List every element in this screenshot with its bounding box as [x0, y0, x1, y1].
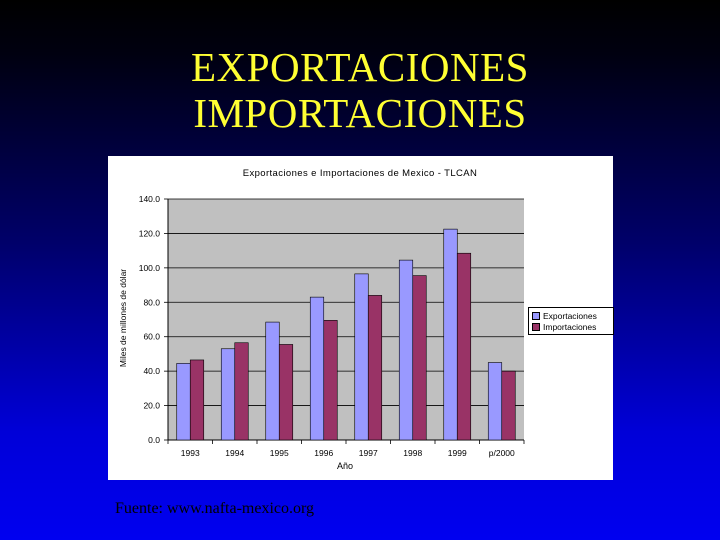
chart-title: Exportaciones e Importaciones de Mexico … — [243, 168, 478, 179]
y-tick-label: 80.0 — [143, 297, 160, 307]
x-tick-label: 1999 — [448, 448, 467, 458]
x-tick-label: 1994 — [225, 448, 244, 458]
bar-importaciones — [367, 295, 383, 441]
chart-legend: Exportaciones Importaciones — [528, 307, 614, 335]
y-tick-label: 100.0 — [139, 263, 161, 273]
y-tick-label: 140.0 — [139, 194, 161, 204]
x-tick-label: p/2000 — [489, 448, 515, 458]
x-tick-label: 1997 — [359, 448, 378, 458]
bar-importaciones — [412, 275, 427, 441]
bar-importaciones — [501, 370, 516, 441]
bar-exportaciones — [309, 296, 325, 441]
y-tick-label: 60.0 — [143, 332, 160, 342]
legend-swatch-exportaciones — [532, 311, 540, 320]
bar-exportaciones — [265, 321, 280, 441]
y-tick-label: 40.0 — [143, 366, 160, 376]
bar-importaciones — [234, 342, 249, 441]
y-tick-label: 120.0 — [139, 228, 161, 238]
slide-title: EXPORTACIONES IMPORTACIONES — [0, 44, 720, 136]
bar-importaciones — [278, 344, 294, 441]
y-tick-label: 20.0 — [143, 401, 160, 411]
bar-exportaciones — [443, 228, 458, 441]
bar-exportaciones — [398, 259, 414, 441]
legend-item-exportaciones: Exportaciones — [532, 310, 610, 321]
y-tick-label: 0.0 — [148, 435, 160, 445]
legend-label-importaciones: Importaciones — [543, 321, 597, 332]
x-tick-label: 1995 — [270, 448, 289, 458]
bar-exportaciones — [354, 273, 369, 441]
chart-panel: Exportaciones e Importaciones de Mexico … — [108, 156, 614, 480]
bar-exportaciones — [176, 363, 191, 441]
slide-title-line-1: EXPORTACIONES — [191, 44, 529, 90]
x-tick-label: 1993 — [181, 448, 200, 458]
x-tick-label: 1996 — [314, 448, 333, 458]
x-tick-label: 1998 — [403, 448, 422, 458]
bar-chart: Exportaciones e Importaciones de Mexico … — [118, 168, 525, 471]
legend-label-exportaciones: Exportaciones — [543, 310, 597, 321]
bar-exportaciones — [220, 348, 236, 441]
source-note: Fuente: www.nafta-mexico.org — [115, 500, 315, 517]
x-axis-label: Año — [337, 461, 353, 471]
y-axis-label: Miles de millones de dólar — [118, 269, 128, 367]
bar-importaciones — [456, 252, 472, 441]
bar-importaciones — [323, 320, 338, 441]
bar-importaciones — [189, 359, 205, 441]
slide-title-line-2: IMPORTACIONES — [193, 90, 527, 136]
legend-swatch-importaciones — [532, 322, 540, 331]
bar-exportaciones — [487, 362, 503, 441]
legend-item-importaciones: Importaciones — [532, 321, 610, 332]
